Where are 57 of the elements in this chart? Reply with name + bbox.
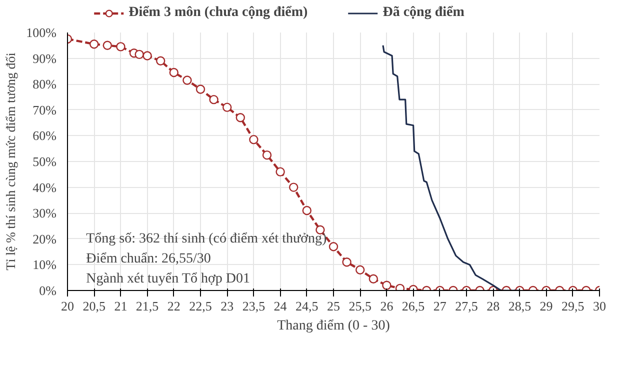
x-tick-label: 30 (593, 298, 606, 314)
x-tick-label: 24 (274, 298, 288, 314)
y-tick-label: 70% (32, 102, 57, 118)
x-tick-label: 20 (61, 298, 74, 314)
x-tick-label: 25,5 (348, 298, 372, 314)
x-tick-label: 26,5 (402, 298, 425, 314)
x-tick-label: 24,5 (296, 298, 318, 314)
point (302, 206, 312, 216)
point (222, 102, 232, 112)
point (156, 56, 166, 66)
y-tick-label: 40% (32, 180, 57, 195)
x-tick-label: 27 (433, 298, 447, 314)
x-tick-label: 25 (327, 298, 340, 314)
y-tick-label: 50% (32, 154, 57, 169)
point (209, 94, 218, 104)
x-tick-label: 27,5 (455, 298, 478, 314)
x-tick-label: 23 (220, 298, 234, 314)
y-tick-label: 20% (32, 231, 57, 246)
point (236, 113, 245, 122)
y-tick-label: 10% (32, 257, 57, 272)
point (276, 167, 285, 176)
x-tick-label: 22 (167, 298, 180, 314)
x-tick-label: 22,5 (189, 298, 212, 314)
x-tick-label: 29 (540, 298, 553, 314)
y-tick-label: 90% (32, 50, 57, 66)
annotation: Điểm chuẩn: 26,55/30 (86, 252, 211, 266)
x-tick-label: 28 (486, 298, 500, 314)
y-tick-label: 80% (32, 76, 57, 92)
x-tick-label: 20,5 (82, 298, 106, 314)
legend-label: Đã cộng điểm (382, 5, 464, 21)
point (262, 150, 272, 160)
point (289, 182, 298, 192)
legend-label: Điểm 3 môn (chưa cộng điểm) (128, 5, 308, 21)
y-tick-label: 60% (32, 128, 57, 144)
point (169, 68, 178, 78)
y-axis-title: Tỉ lệ % thí sinh cùng mức điểm tương đối (3, 52, 18, 270)
point (249, 134, 258, 144)
point (116, 42, 126, 52)
point (395, 284, 405, 290)
point (196, 84, 206, 94)
y-tick-label: 0% (39, 283, 57, 298)
annotation: Ngành xét tuyển Tổ hợp D01 (86, 272, 250, 286)
annotation: Tổng số: 362 thí sinh (có điểm xét thưởng) (86, 232, 327, 246)
x-tick-label: 26 (380, 298, 394, 314)
point (142, 51, 152, 60)
y-tick-label: 30% (32, 206, 57, 221)
x-tick-label: 21,5 (136, 298, 159, 314)
y-tick-label: 100% (26, 25, 57, 40)
x-tick-label: 29,5 (562, 298, 584, 314)
point (182, 76, 192, 85)
point (102, 40, 112, 50)
x-axis-title: Thang điểm (0 - 30) (277, 318, 390, 334)
point (134, 50, 144, 60)
point (90, 40, 99, 49)
x-tick-label: 21 (114, 298, 128, 314)
x-tick-label: 23,5 (242, 298, 266, 314)
x-tick-label: 28,5 (508, 298, 532, 314)
